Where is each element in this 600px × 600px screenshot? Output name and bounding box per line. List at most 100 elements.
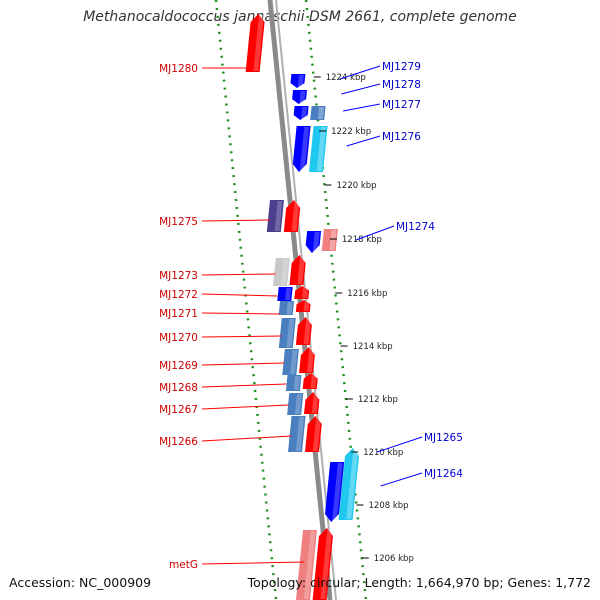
gene-rightb-2-body xyxy=(321,229,338,251)
right-gene-leader-6 xyxy=(380,472,423,487)
gene-left-9-shade xyxy=(295,417,305,451)
right-gene-leader-1 xyxy=(341,83,381,95)
left-gene-leader-5 xyxy=(201,335,282,338)
gene-left-2-shade xyxy=(280,259,289,285)
right-gene-label-4: MJ1274 xyxy=(396,221,435,233)
left-gene-leader-3 xyxy=(201,293,278,297)
gene-rightb-0 xyxy=(310,106,326,120)
left-gene-label-6: MJ1269 xyxy=(159,360,198,372)
left-gene-label-5: MJ1270 xyxy=(159,332,198,344)
left-gene-label-2: MJ1273 xyxy=(159,270,198,282)
scale-tick-label-9: 1206 kbp xyxy=(374,554,414,564)
left-gene-label-10: metG xyxy=(169,559,198,571)
left-gene-label-9: MJ1266 xyxy=(159,436,198,448)
scale-tick-label-3: 1218 kbp xyxy=(342,235,382,245)
gene-left-2 xyxy=(272,258,290,286)
right-gene-label-1: MJ1278 xyxy=(382,79,421,91)
gene-rightb-2 xyxy=(321,229,338,251)
gene-left-5-body xyxy=(278,318,296,348)
gene-red-2-body xyxy=(294,286,310,299)
gene-red-8-shade xyxy=(312,417,322,451)
scale-tick-label-5: 1214 kbp xyxy=(353,342,393,352)
gene-red-8 xyxy=(305,416,322,452)
right-gene-label-6: MJ1264 xyxy=(424,468,463,480)
left-gene-leader-6 xyxy=(201,362,285,366)
gene-left-3-shade xyxy=(285,288,292,300)
right-gene-leader-0 xyxy=(339,65,381,80)
gene-left-4 xyxy=(278,301,295,315)
gene-right-2-shade xyxy=(301,107,308,119)
gene-left-1 xyxy=(266,200,284,232)
gene-left-6 xyxy=(282,349,299,375)
backbone-line-inner xyxy=(275,0,337,600)
scale-tick-label-7: 1210 kbp xyxy=(363,448,403,458)
gene-rightb-3 xyxy=(338,448,359,520)
gene-right-4-shade xyxy=(312,232,320,252)
gene-red-7 xyxy=(304,392,320,414)
gene-left-1-body xyxy=(266,200,284,232)
gene-right-5-body xyxy=(325,462,345,522)
gene-right-5 xyxy=(325,462,345,522)
gene-red-6-shade xyxy=(310,374,317,388)
gene-red-6-body xyxy=(302,373,318,389)
left-gene-leader-10 xyxy=(201,561,305,565)
gene-left-10-shade xyxy=(303,531,316,599)
scale-tick-label-0: 1224 kbp xyxy=(326,73,366,83)
gene-left-2-body xyxy=(272,258,290,286)
gene-right-2-body xyxy=(293,106,309,120)
gene-left-7-shade xyxy=(293,376,300,390)
gene-red-6 xyxy=(302,373,318,389)
gene-rightb-0-shade xyxy=(318,107,325,119)
gene-red-4-shade xyxy=(303,318,312,344)
gene-red-5 xyxy=(299,347,315,373)
gene-red-3-body xyxy=(295,300,311,312)
gene-right-1-body xyxy=(292,90,307,104)
gene-red-5-body xyxy=(299,347,315,373)
right-gene-leader-5 xyxy=(377,436,423,453)
gene-red-8-body xyxy=(305,416,322,452)
gene-red-0-body xyxy=(283,200,301,232)
gene-right-5-shade xyxy=(332,463,343,521)
gene-red-4 xyxy=(295,317,312,345)
gene-left-5-shade xyxy=(286,319,295,347)
gene-red-7-body xyxy=(304,392,320,414)
right-gene-label-2: MJ1277 xyxy=(382,99,421,111)
gene-left-4-shade xyxy=(286,302,293,314)
left-gene-leader-8 xyxy=(201,404,289,410)
gene-left-7 xyxy=(285,375,302,391)
topology-label: Topology: circular; Length: 1,664,970 bp… xyxy=(247,575,591,590)
gene-left-10-body xyxy=(295,530,317,600)
gene-red-3-shade xyxy=(303,301,310,311)
gene-red-0 xyxy=(283,200,301,232)
gene-right-4-body xyxy=(305,231,322,253)
gene-left-6-shade xyxy=(290,350,298,374)
left-gene-label-1: MJ1275 xyxy=(159,216,198,228)
gene-red-9-body xyxy=(312,528,333,600)
right-gene-label-0: MJ1279 xyxy=(382,61,421,73)
gene-rightb-1-shade xyxy=(316,127,327,171)
gene-left-7-body xyxy=(285,375,302,391)
gene-left-8 xyxy=(287,393,304,415)
right-gene-leader-4 xyxy=(355,225,395,241)
gene-left-1-shade xyxy=(274,201,283,231)
gene-left-0-body xyxy=(245,14,265,72)
gene-right-0-body xyxy=(290,74,306,88)
gene-right-0-shade xyxy=(297,75,304,87)
gene-left-3-body xyxy=(277,287,293,301)
gene-red-9 xyxy=(312,528,333,600)
gene-rightb-3-body xyxy=(338,448,359,520)
gene-red-1-shade xyxy=(297,256,305,284)
gene-red-4-body xyxy=(295,317,312,345)
scale-tick-label-2: 1220 kbp xyxy=(337,181,377,191)
dotted-ring-left xyxy=(214,0,278,600)
left-gene-leader-2 xyxy=(201,273,276,276)
gene-left-5 xyxy=(278,318,296,348)
gene-left-4-body xyxy=(278,301,295,315)
gene-right-3-shade xyxy=(299,127,310,171)
gene-rightb-2-shade xyxy=(329,230,337,250)
scale-tick-label-1: 1222 kbp xyxy=(331,127,371,137)
gene-right-4 xyxy=(305,231,322,253)
left-gene-leader-4 xyxy=(201,312,280,315)
